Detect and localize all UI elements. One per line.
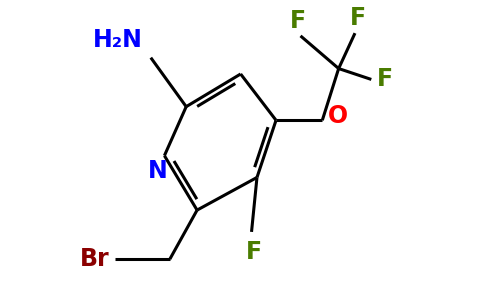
Text: O: O [328,104,348,128]
Text: H₂N: H₂N [93,28,143,52]
Text: F: F [290,9,306,33]
Text: N: N [148,159,167,183]
Text: Br: Br [80,247,110,271]
Text: F: F [246,240,262,264]
Text: F: F [349,6,366,30]
Text: F: F [377,68,393,92]
